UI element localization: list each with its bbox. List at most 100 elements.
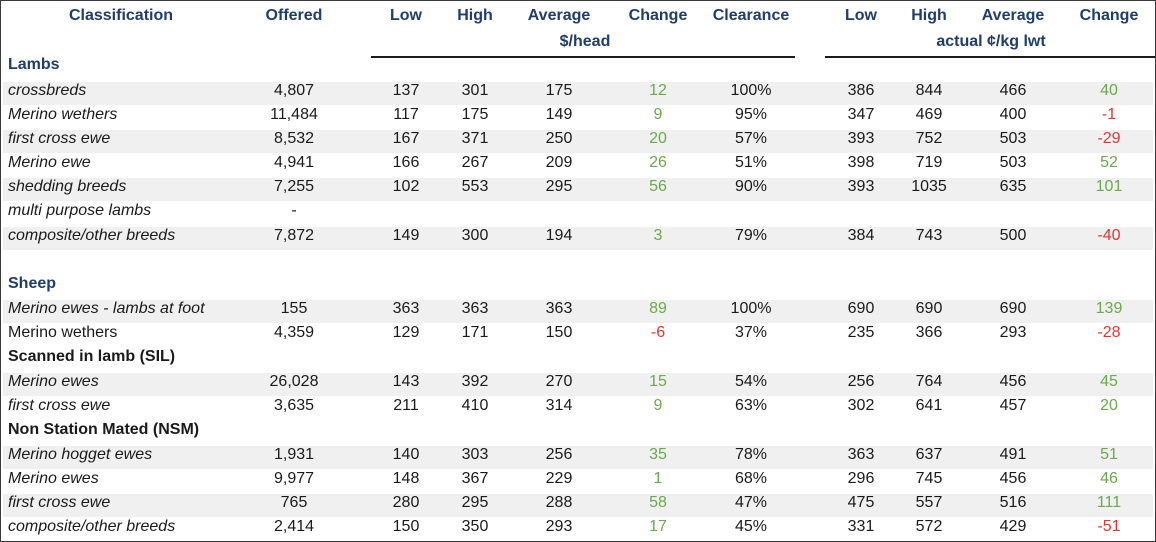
cell-offered: 11,484 [270, 106, 318, 123]
cell-low: 167 [392, 130, 420, 147]
cell-avg: 194 [545, 227, 573, 244]
cell-avg: 250 [545, 130, 573, 147]
cell-offered: 765 [280, 494, 308, 511]
row-classification: Merino ewe [8, 154, 91, 171]
cell-offered: 4,359 [273, 324, 315, 341]
row-classification: crossbreds [8, 82, 87, 99]
row-classification: Merino wethers [8, 324, 118, 341]
cell-high-kg: 719 [915, 154, 943, 171]
cell-high-kg: 743 [915, 227, 943, 244]
cell-low: 137 [392, 82, 420, 99]
cell-low: 143 [392, 373, 420, 390]
cell-change: 35 [649, 446, 667, 463]
cell-low-kg: 398 [847, 154, 875, 171]
table-row: Merino wethers 11,484 117 175 149 9 95% 347 469 4… [3, 106, 1153, 129]
cell-offered: 2,414 [273, 518, 315, 535]
cell-avg: 256 [545, 446, 573, 463]
row-classification: Merino hogget ewes [8, 446, 153, 463]
cell-low-kg: 393 [847, 130, 875, 147]
table-row: first cross ewe 8,532 167 371 250 20 57% 393 752… [3, 130, 1153, 153]
cell-clearance: 79% [734, 227, 768, 244]
cell-change-kg: 45 [1100, 373, 1118, 390]
cell-low: 150 [392, 518, 420, 535]
cell-low: 148 [392, 470, 420, 487]
row-classification: Merino wethers [8, 106, 118, 123]
cell-low-kg: 386 [847, 82, 875, 99]
cell-avg-kg: 456 [999, 470, 1027, 487]
cell-avg-kg: 456 [999, 373, 1027, 390]
cell-clearance: 37% [734, 324, 768, 341]
cell-avg-kg: 293 [999, 324, 1027, 341]
cell-change-kg: 51 [1100, 446, 1118, 463]
cell-avg-kg: 690 [999, 300, 1027, 317]
cell-change: 15 [649, 373, 667, 390]
cell-change: 1 [653, 470, 663, 487]
section-non-station-mated: Non Station Mated (NSM) [8, 421, 200, 438]
cell-low: 363 [392, 300, 420, 317]
row-classification: first cross ewe [8, 494, 111, 511]
table-row: Merino ewes - lambs at foot 155 363 363 363 8… [3, 300, 1153, 323]
cell-avg-kg: 635 [999, 178, 1027, 195]
cell-clearance: 63% [734, 397, 768, 414]
cell-high-kg: 641 [915, 397, 943, 414]
cell-low-kg: 690 [847, 300, 875, 317]
cell-change-kg: -29 [1097, 130, 1121, 147]
row-classification: Merino ewes - lambs at foot [8, 300, 205, 317]
cell-low: 117 [393, 106, 419, 123]
cell-change-kg: -1 [1101, 106, 1117, 123]
cell-clearance: 68% [734, 470, 768, 487]
cell-low: 140 [392, 446, 420, 463]
cell-change-kg: 46 [1100, 470, 1118, 487]
cell-avg: 149 [545, 106, 573, 123]
cell-high-kg: 844 [915, 82, 943, 99]
cell-change-kg: 111 [1096, 494, 1122, 511]
cell-offered: 155 [280, 300, 308, 317]
table-row: Merino ewes 9,977 148 367 229 1 68% 296 745 456 46 [3, 470, 1153, 493]
cell-change: -6 [650, 324, 666, 341]
cell-change-kg: 101 [1095, 178, 1123, 195]
table-row: Merino hogget ewes 1,931 140 303 256 35 78% 363… [3, 446, 1153, 469]
cell-change: 9 [653, 397, 663, 414]
cell-avg-kg: 516 [999, 494, 1027, 511]
table-row: first cross ewe 765 280 295 288 58 47% 475 557 51… [3, 494, 1153, 517]
cell-offered: 7,255 [273, 178, 315, 195]
cell-avg-kg: 466 [999, 82, 1027, 99]
header-change-kg: Change [1079, 7, 1139, 24]
cell-change-kg: -40 [1097, 227, 1121, 244]
cell-change-kg: 40 [1100, 82, 1118, 99]
table-row: Merino ewes 26,028 143 392 270 15 54% 256 764 456… [3, 373, 1153, 396]
cell-low-kg: 302 [847, 397, 875, 414]
header-clearance: Clearance [712, 7, 790, 24]
cell-low: 149 [392, 227, 420, 244]
cell-low-kg: 347 [847, 106, 875, 123]
cell-change: 56 [649, 178, 667, 195]
cell-clearance: 45% [734, 518, 768, 535]
cell-high: 553 [461, 178, 489, 195]
cell-high: 267 [461, 154, 489, 171]
cell-change-kg: 20 [1100, 397, 1118, 414]
cell-clearance: 78% [734, 446, 768, 463]
cell-avg: 150 [545, 324, 573, 341]
cell-change: 3 [653, 227, 663, 244]
row-classification: Merino ewes [8, 470, 99, 487]
cell-change-kg: -51 [1097, 518, 1121, 535]
cell-avg: 229 [545, 470, 573, 487]
table-row: multi purpose lambs - [3, 202, 1153, 225]
cell-high: 350 [461, 518, 489, 535]
cell-clearance: 57% [734, 130, 768, 147]
cell-low: 280 [392, 494, 420, 511]
cell-offered: 4,807 [273, 82, 315, 99]
cell-high-kg: 752 [915, 130, 943, 147]
cell-high-kg: 764 [915, 373, 943, 390]
cell-avg: 209 [545, 154, 573, 171]
cell-change: 89 [649, 300, 667, 317]
cell-change-kg: 52 [1100, 154, 1118, 171]
cell-high: 300 [461, 227, 489, 244]
cell-high: 295 [461, 494, 489, 511]
header-average-kg: Average [981, 7, 1045, 24]
cell-high: 363 [461, 300, 489, 317]
cell-low-kg: 393 [847, 178, 875, 195]
cell-change: 9 [653, 106, 663, 123]
cell-high-kg: 690 [915, 300, 943, 317]
